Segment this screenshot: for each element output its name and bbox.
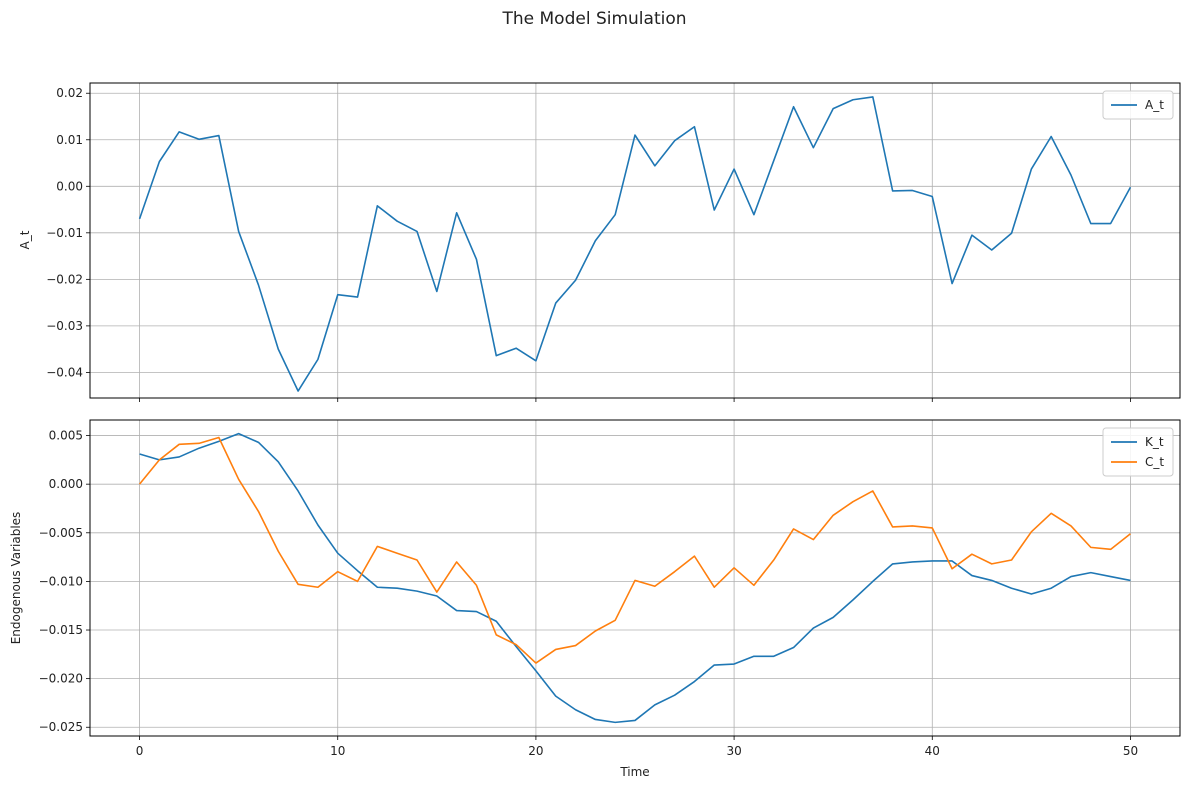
bottom-x-tick-label: 20 xyxy=(528,744,543,758)
bottom-y-tick-label: −0.020 xyxy=(39,672,83,686)
top-tick-marks: −0.04 −0.03 −0.02 −0.01 0.00 0.01 0.02 xyxy=(46,86,1131,402)
top-y-axis-label: A_t xyxy=(18,230,32,249)
bottom-legend-label: C_t xyxy=(1145,455,1164,469)
top-grid xyxy=(90,83,1180,398)
bottom-y-tick-label: −0.025 xyxy=(39,720,83,734)
bottom-x-tick-label: 0 xyxy=(136,744,144,758)
top-y-tick-label: −0.04 xyxy=(46,365,83,379)
bottom-legend: K_t C_t xyxy=(1102,427,1174,477)
top-series-line-a-t xyxy=(138,96,1132,392)
bottom-x-tick-label: 30 xyxy=(726,744,741,758)
top-y-tick-label: 0.01 xyxy=(56,133,83,147)
top-legend-box xyxy=(1102,90,1174,120)
bottom-legend-box xyxy=(1102,427,1174,477)
top-y-tick-label: 0.00 xyxy=(56,179,83,193)
bottom-plot-frame xyxy=(89,419,1181,737)
bottom-series-line-c-t xyxy=(138,436,1131,664)
bottom-legend-label: K_t xyxy=(1145,435,1164,449)
bottom-y-tick-label: −0.015 xyxy=(39,623,83,637)
bottom-x-axis-label: Time xyxy=(619,765,649,779)
bottom-y-axis-label: Endogenous Variables xyxy=(9,512,23,645)
top-subplot: −0.04 −0.03 −0.02 −0.01 0.00 0.01 0.02 A_t A_t xyxy=(18,82,1181,402)
bottom-y-tick-label: 0.005 xyxy=(49,429,83,443)
top-series-lines xyxy=(138,96,1132,392)
top-legend: A_t xyxy=(1102,90,1174,120)
bottom-x-tick-label: 50 xyxy=(1123,744,1138,758)
bottom-x-tick-label: 10 xyxy=(330,744,345,758)
bottom-series-line-k-t xyxy=(139,432,1131,724)
top-y-tick-label: 0.02 xyxy=(56,86,83,100)
top-y-tick-label: −0.01 xyxy=(46,226,83,240)
bottom-y-tick-label: −0.005 xyxy=(39,526,83,540)
top-y-tick-label: −0.03 xyxy=(46,319,83,333)
top-y-tick-label: −0.02 xyxy=(46,272,83,286)
bottom-series-lines xyxy=(138,432,1131,724)
top-legend-label: A_t xyxy=(1145,98,1164,112)
bottom-y-tick-label: 0.000 xyxy=(49,477,83,491)
bottom-y-tick-label: −0.010 xyxy=(39,574,83,588)
bottom-grid xyxy=(90,420,1180,736)
bottom-subplot: 0 10 20 30 40 50 −0.025 −0.020 −0.015 −0.010 −0.00… xyxy=(9,419,1181,779)
figure-title: The Model Simulation xyxy=(501,9,686,29)
bottom-tick-marks: 0 10 20 30 40 50 −0.025 −0.020 −0.015 −0.010 −0.00… xyxy=(39,429,1139,758)
bottom-x-tick-label: 40 xyxy=(925,744,940,758)
top-plot-frame xyxy=(89,82,1181,399)
